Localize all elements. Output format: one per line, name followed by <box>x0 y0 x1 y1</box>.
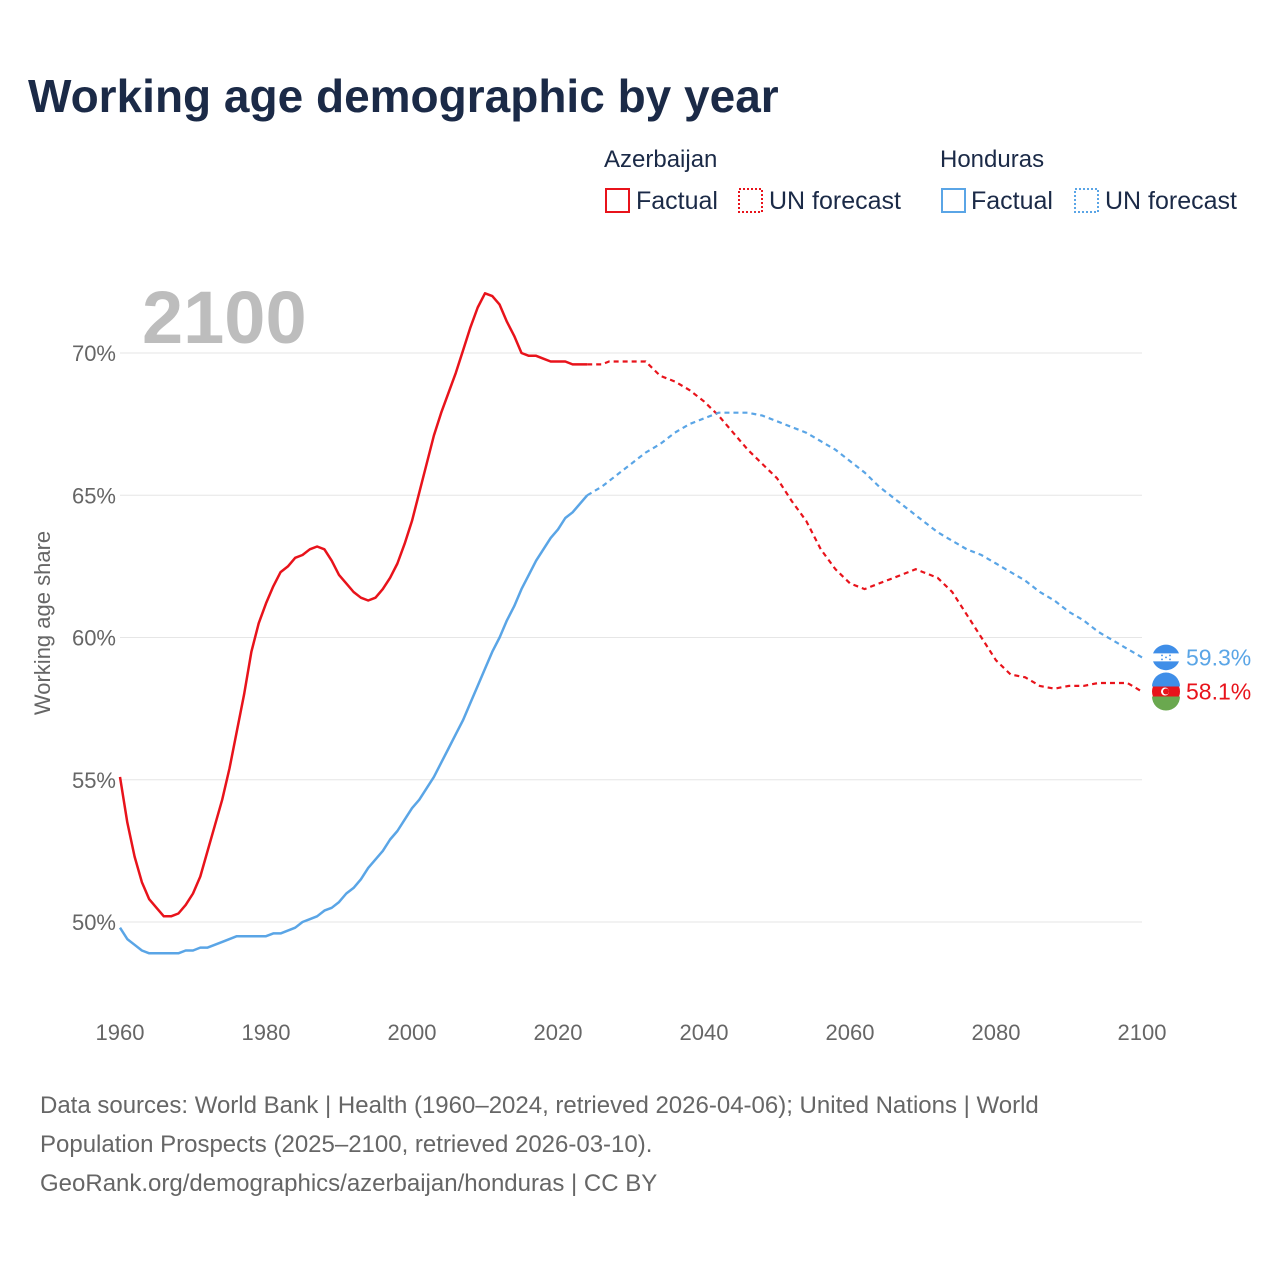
flag-azerbaijan-icon <box>1152 672 1181 711</box>
flag-honduras-star <box>1169 658 1171 661</box>
x-tick-label-1960: 1960 <box>96 1020 145 1045</box>
x-tick-label-1980: 1980 <box>242 1020 291 1045</box>
x-tick-label-2060: 2060 <box>826 1020 875 1045</box>
y-tick-label-50: 50% <box>72 910 116 935</box>
x-tick-label-2040: 2040 <box>680 1020 729 1045</box>
footer-credit: GeoRank.org/demographics/azerbaijan/hond… <box>40 1170 658 1197</box>
legend-label-azerbaijan-factual[interactable]: Factual <box>636 187 718 215</box>
footer-source-line-2: Population Prospects (2025–2100, retriev… <box>40 1131 653 1158</box>
legend: Azerbaijan Factual UN forecast Honduras … <box>604 146 1237 215</box>
legend-swatch-azerbaijan-factual[interactable] <box>605 188 630 213</box>
x-tick-label-2020: 2020 <box>534 1020 583 1045</box>
x-tick-label-2080: 2080 <box>972 1020 1021 1045</box>
grid-lines <box>120 352 1142 923</box>
flag-honduras-star <box>1169 654 1171 657</box>
flag-honduras-icon <box>1152 643 1180 672</box>
footer-source-line-1: Data sources: World Bank | Health (1960–… <box>40 1092 1039 1119</box>
flag-azerbaijan-blue <box>1152 672 1181 687</box>
x-tick-label-2000: 2000 <box>388 1020 437 1045</box>
y-tick-label-60: 60% <box>72 626 116 651</box>
year-display: 2100 <box>142 276 307 359</box>
flag-honduras-star <box>1161 654 1163 657</box>
x-axis-ticks: 1960 1980 2000 2020 2040 2060 2080 2100 <box>96 1020 1167 1045</box>
flag-azerbaijan-green <box>1152 696 1181 711</box>
legend-group-honduras: Honduras <box>940 146 1044 173</box>
legend-label-honduras-forecast[interactable]: UN forecast <box>1105 187 1237 215</box>
y-axis-ticks: 50% 55% 60% 65% 70% <box>72 341 116 935</box>
legend-swatch-honduras-forecast[interactable] <box>1074 188 1099 213</box>
footer: Data sources: World Bank | Health (1960–… <box>40 1086 1240 1203</box>
legend-swatch-honduras-factual[interactable] <box>941 188 966 213</box>
line-azerbaijan-factual <box>118 292 588 918</box>
line-honduras-forecast <box>586 411 1143 659</box>
end-label-honduras: 59.3% <box>1186 644 1251 670</box>
legend-group-azerbaijan: Azerbaijan <box>604 146 717 173</box>
series-lines <box>118 292 1143 955</box>
flag-honduras-star <box>1161 658 1163 661</box>
legend-label-azerbaijan-forecast[interactable]: UN forecast <box>769 187 901 215</box>
line-azerbaijan-forecast <box>587 360 1143 693</box>
legend-swatch-azerbaijan-forecast[interactable] <box>738 188 763 213</box>
line-honduras-factual <box>118 494 589 955</box>
y-tick-label-70: 70% <box>72 341 116 366</box>
flag-honduras-star <box>1165 656 1167 659</box>
legend-label-honduras-factual[interactable]: Factual <box>971 187 1053 215</box>
y-tick-label-65: 65% <box>72 483 116 508</box>
y-tick-label-55: 55% <box>72 768 116 793</box>
x-tick-label-2100: 2100 <box>1118 1020 1167 1045</box>
flag-honduras-bottom <box>1153 661 1179 671</box>
end-label-azerbaijan: 58.1% <box>1186 679 1251 705</box>
flag-honduras-top <box>1153 644 1179 654</box>
chart-title: Working age demographic by year <box>28 70 779 122</box>
y-axis-label: Working age share <box>30 531 55 715</box>
flag-azerbaijan-crescent-cut <box>1163 688 1169 695</box>
end-markers: 58.1% 59.3% <box>1152 643 1251 711</box>
